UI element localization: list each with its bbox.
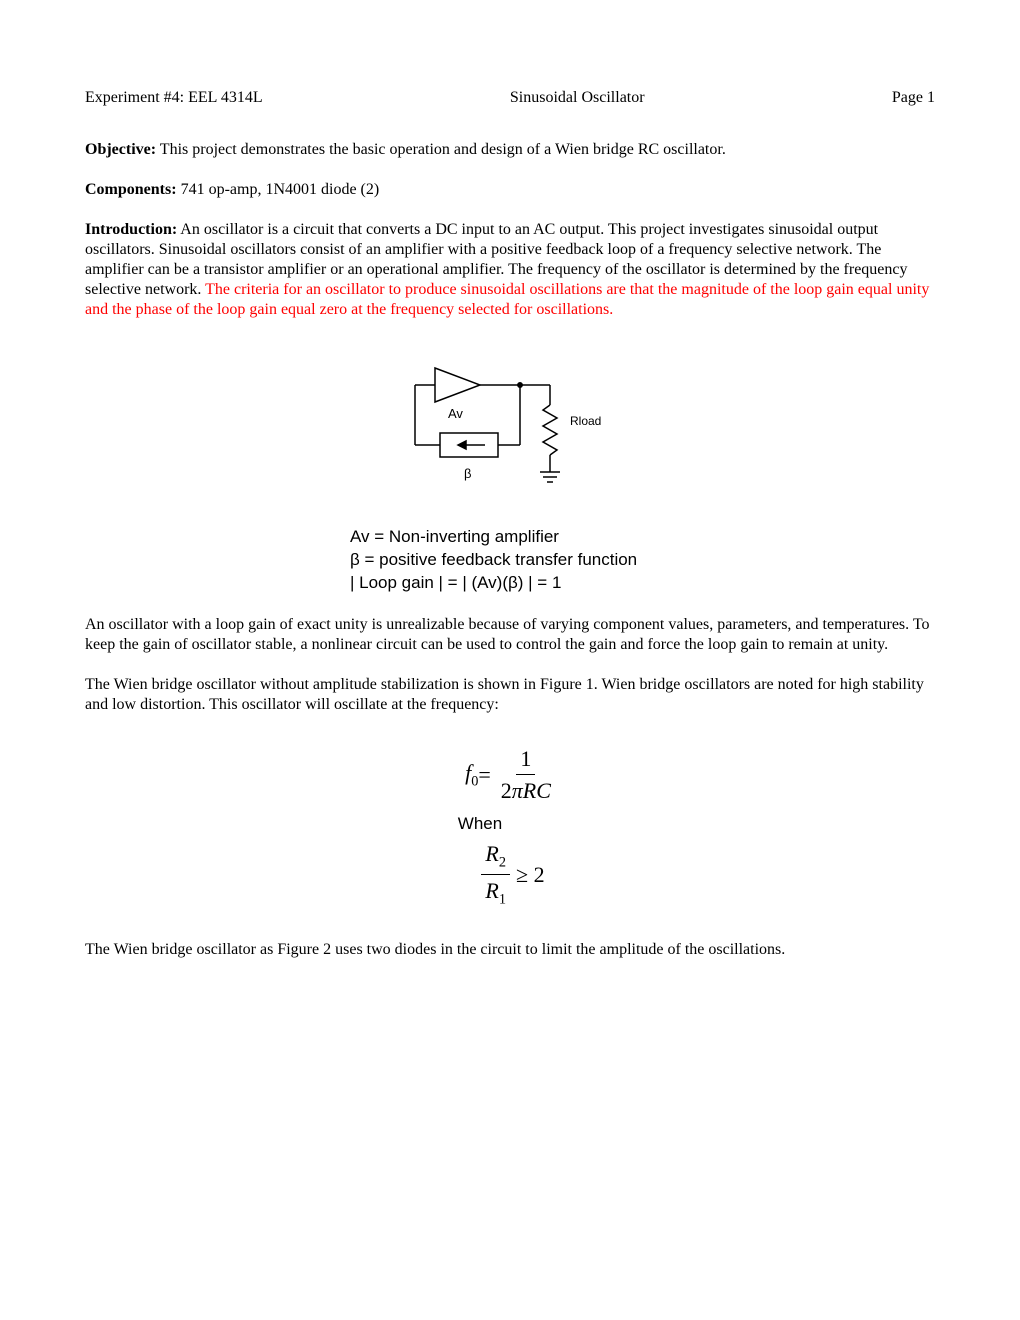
r2: R2 [481,840,510,875]
av-label: Av [448,406,463,421]
paragraph-wien-bridge: The Wien bridge oscillator without ampli… [85,675,935,715]
components-section: Components: 741 op-amp, 1N4001 diode (2) [85,180,935,200]
paragraph-unity-gain: An oscillator with a loop gain of exact … [85,615,935,655]
introduction-section: Introduction: An oscillator is a circuit… [85,220,935,320]
objective-label: Objective: [85,141,156,158]
r1: R1 [481,875,510,909]
diagram-caption: Av = Non-inverting amplifier β = positiv… [350,526,670,595]
page-number: Page 1 [892,88,935,108]
caption-line-1: Av = Non-inverting amplifier [350,526,670,549]
fraction-1-over-2pirc: 1 2πRC [497,745,555,805]
objective-section: Objective: This project demonstrates the… [85,140,935,160]
r2-r1-condition: R2 R1 ≥ 2 [475,840,544,910]
components-label: Components: [85,181,177,198]
fraction-r2-r1: R2 R1 [481,840,510,910]
oscillator-diagram: Av β Rload Av = Non-inverting amplifier … [85,350,935,595]
circuit-svg: Av β Rload [380,350,640,520]
denominator: 2πRC [497,775,555,805]
f0-lhs: f0 [465,759,478,791]
geq-2: ≥ 2 [516,861,545,889]
introduction-label: Introduction: [85,221,177,238]
eq-sign: = [478,761,490,789]
components-text: 741 op-amp, 1N4001 diode (2) [177,181,380,198]
introduction-text-red: The criteria for an oscillator to produc… [85,281,929,318]
beta-label: β [464,466,471,481]
frequency-formula: f0 = 1 2πRC When R2 R1 ≥ 2 [85,745,935,910]
objective-text: This project demonstrates the basic oper… [156,141,726,158]
page-header: Experiment #4: EEL 4314L Sinusoidal Osci… [85,88,935,108]
introduction-period: . [609,301,613,318]
when-label: When [458,813,502,834]
paragraph-diodes: The Wien bridge oscillator as Figure 2 u… [85,940,935,960]
header-center: Sinusoidal Oscillator [510,88,645,108]
caption-line-3: | Loop gain | = | (Av)(β) | = 1 [350,572,670,595]
f0-equation: f0 = 1 2πRC [465,745,555,805]
caption-line-2: β = positive feedback transfer function [350,549,670,572]
header-left: Experiment #4: EEL 4314L [85,88,263,108]
rload-label: Rload [570,414,601,428]
numerator: 1 [516,745,535,776]
